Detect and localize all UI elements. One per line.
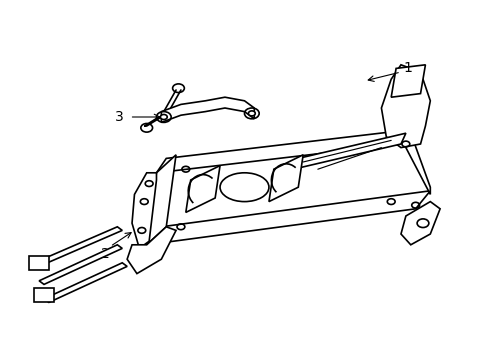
Circle shape [160, 114, 167, 120]
Polygon shape [44, 263, 127, 302]
Polygon shape [293, 133, 405, 169]
Polygon shape [161, 97, 254, 122]
Polygon shape [144, 117, 161, 126]
Polygon shape [132, 173, 156, 248]
Text: 1: 1 [403, 62, 412, 75]
Polygon shape [405, 133, 429, 194]
Polygon shape [390, 65, 425, 97]
Polygon shape [156, 130, 410, 173]
Text: 3: 3 [115, 110, 124, 124]
Polygon shape [29, 256, 49, 270]
Polygon shape [127, 227, 176, 274]
Text: 2: 2 [101, 247, 109, 261]
Polygon shape [146, 155, 176, 245]
Polygon shape [34, 227, 122, 266]
Polygon shape [39, 245, 122, 284]
Polygon shape [381, 65, 429, 148]
Polygon shape [400, 202, 439, 245]
Polygon shape [185, 166, 220, 212]
Polygon shape [268, 155, 303, 202]
Polygon shape [146, 191, 429, 245]
Polygon shape [34, 288, 54, 302]
Circle shape [248, 111, 255, 116]
